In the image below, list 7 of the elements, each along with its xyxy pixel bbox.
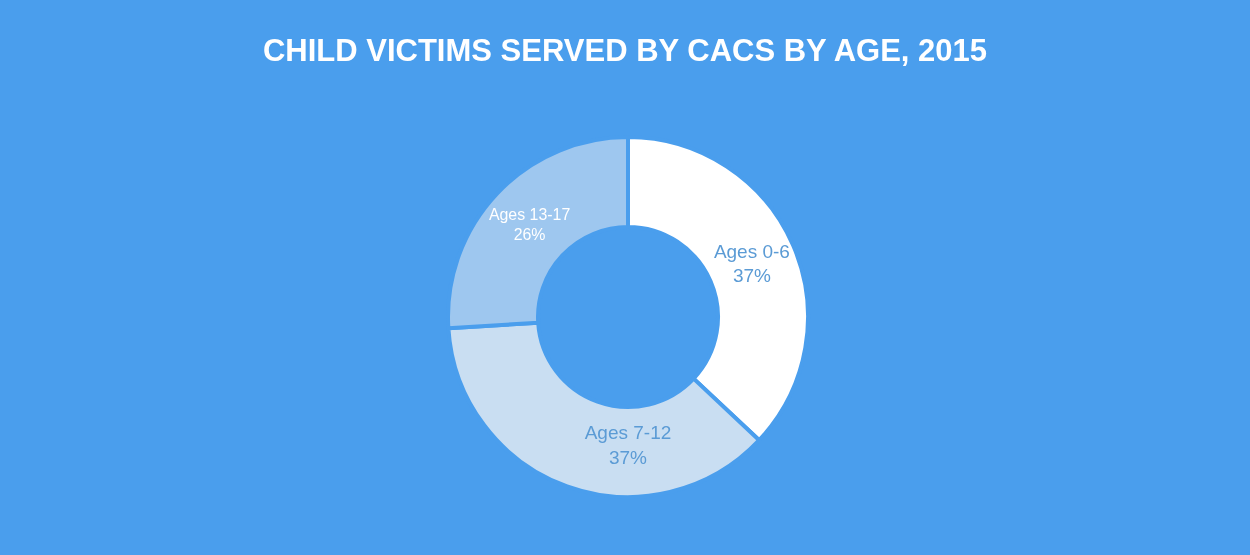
slice-label: Ages 13-17 <box>488 205 571 223</box>
data-label: 37% <box>608 446 648 468</box>
data-label: 37% <box>732 265 772 287</box>
chart-title: CHILD VICTIMS SERVED BY CACS BY AGE, 2015 <box>262 32 988 68</box>
slice-label: Ages 7-12 <box>584 422 672 444</box>
slice-label: Ages 0-6 <box>713 240 790 262</box>
data-label: 26% <box>513 226 546 244</box>
